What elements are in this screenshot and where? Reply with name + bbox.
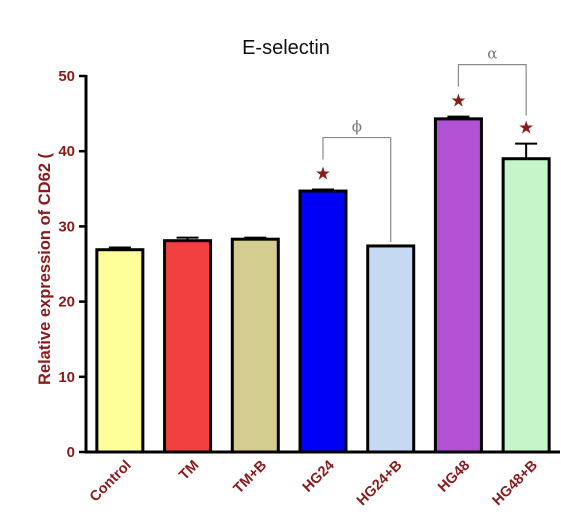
y-tick-label: 50 xyxy=(58,68,75,85)
significance-star: ★ xyxy=(315,164,331,185)
chart-title: E-selectin xyxy=(242,37,330,59)
bar-hg48-plusb xyxy=(501,157,551,454)
x-tick-label: HG24 xyxy=(300,458,338,496)
bar-tm xyxy=(163,239,213,454)
comparison-brackets: ϕα xyxy=(322,45,527,242)
y-tick-label: 30 xyxy=(58,218,75,235)
bar-hg48 xyxy=(433,117,483,454)
significance-star: ★ xyxy=(518,118,534,139)
comparison-symbol: ϕ xyxy=(352,118,362,136)
bar-tm-plusb xyxy=(230,237,280,454)
comparison-symbol: α xyxy=(487,45,497,63)
x-axis-ticks: Control TM TM+B HG24 HG24+B HG48 HG48+B xyxy=(87,458,541,509)
significance-marks: ★ ★ ★ xyxy=(315,91,534,185)
comparison-bracket xyxy=(457,64,527,116)
error-bars xyxy=(108,115,538,250)
y-axis-label: Relative expression of CD62 ( xyxy=(36,152,54,385)
y-tick-label: 40 xyxy=(58,143,75,160)
y-tick-label: 0 xyxy=(67,444,75,461)
x-tick-label: TM xyxy=(176,458,202,484)
axes xyxy=(84,75,560,454)
comparison-bracket xyxy=(322,136,392,242)
bar-hg24 xyxy=(298,189,348,454)
y-axis-ticks: 0 10 20 30 40 50 xyxy=(58,68,86,461)
significance-star: ★ xyxy=(450,91,466,112)
x-tick-label: HG48 xyxy=(435,458,473,496)
x-tick-label: HG48+B xyxy=(489,458,540,509)
y-tick-label: 10 xyxy=(58,369,75,386)
y-tick-label: 20 xyxy=(58,294,75,311)
bar-hg24-plusb xyxy=(366,244,416,454)
x-tick-label: HG24+B xyxy=(354,458,405,509)
bar-control xyxy=(95,248,145,454)
x-tick-label: Control xyxy=(87,458,135,506)
x-tick-label: TM+B xyxy=(231,458,271,498)
